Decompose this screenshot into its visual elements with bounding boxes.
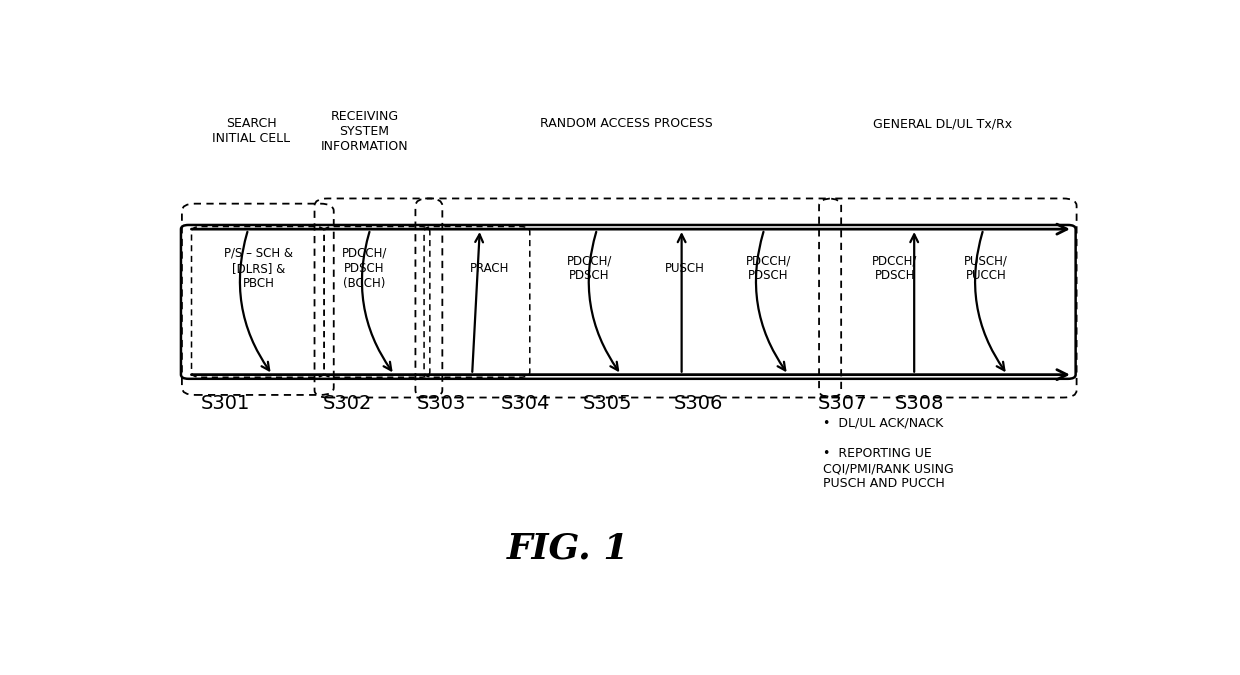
Text: S302: S302 [324, 394, 372, 412]
Text: S306: S306 [675, 394, 723, 412]
FancyBboxPatch shape [181, 225, 1075, 379]
Text: S308: S308 [895, 394, 945, 412]
Text: PUSCH: PUSCH [665, 262, 704, 275]
Text: S305: S305 [583, 394, 632, 412]
Text: FIG. 1: FIG. 1 [507, 532, 630, 566]
Text: S303: S303 [417, 394, 466, 412]
Text: RECEIVING
SYSTEM
INFORMATION: RECEIVING SYSTEM INFORMATION [321, 109, 408, 153]
Text: RANDOM ACCESS PROCESS: RANDOM ACCESS PROCESS [539, 117, 712, 130]
Text: PRACH: PRACH [470, 262, 510, 275]
Text: GENERAL DL/UL Tx/Rx: GENERAL DL/UL Tx/Rx [873, 117, 1013, 130]
Text: PDCCH/
PDSCH: PDCCH/ PDSCH [872, 254, 918, 282]
Text: S307: S307 [818, 394, 868, 412]
Text: SEARCH
INITIAL CELL: SEARCH INITIAL CELL [212, 117, 290, 145]
Text: •  DL/UL ACK/NACK: • DL/UL ACK/NACK [823, 416, 944, 429]
Text: PUSCH/
PUCCH: PUSCH/ PUCCH [965, 254, 1008, 282]
Text: PDCCH/
PDSCH
(BCCH): PDCCH/ PDSCH (BCCH) [342, 246, 387, 290]
Text: •  REPORTING UE
CQI/PMI/RANK USING
PUSCH AND PUCCH: • REPORTING UE CQI/PMI/RANK USING PUSCH … [823, 448, 954, 491]
Text: PDCCH/
PDSCH: PDCCH/ PDSCH [567, 254, 613, 282]
Text: P/S – SCH &
[DLRS] &
PBCH: P/S – SCH & [DLRS] & PBCH [224, 246, 294, 290]
Text: S301: S301 [201, 394, 250, 412]
Text: PDCCH/
PDSCH: PDCCH/ PDSCH [745, 254, 791, 282]
Text: S304: S304 [501, 394, 551, 412]
